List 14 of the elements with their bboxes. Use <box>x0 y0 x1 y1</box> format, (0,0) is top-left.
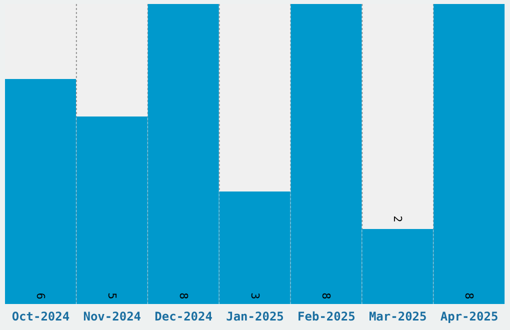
x-tick-label: Mar-2025 <box>368 310 427 324</box>
data-label: 3 <box>248 292 262 300</box>
data-label: 6 <box>34 292 47 300</box>
x-tick-label: Feb-2025 <box>298 310 356 324</box>
data-label: 8 <box>176 292 190 300</box>
data-label: 5 <box>105 292 118 300</box>
data-label: 8 <box>320 292 333 300</box>
data-label: 2 <box>391 216 404 222</box>
x-tick-label: Oct-2024 <box>12 310 70 324</box>
x-tick-label: Nov-2024 <box>83 310 142 324</box>
x-tick-label: Jan-2025 <box>226 310 284 324</box>
x-tick-label: Dec-2024 <box>154 310 212 324</box>
x-tick-label: Apr-2025 <box>440 310 498 324</box>
data-label: 8 <box>462 292 476 300</box>
